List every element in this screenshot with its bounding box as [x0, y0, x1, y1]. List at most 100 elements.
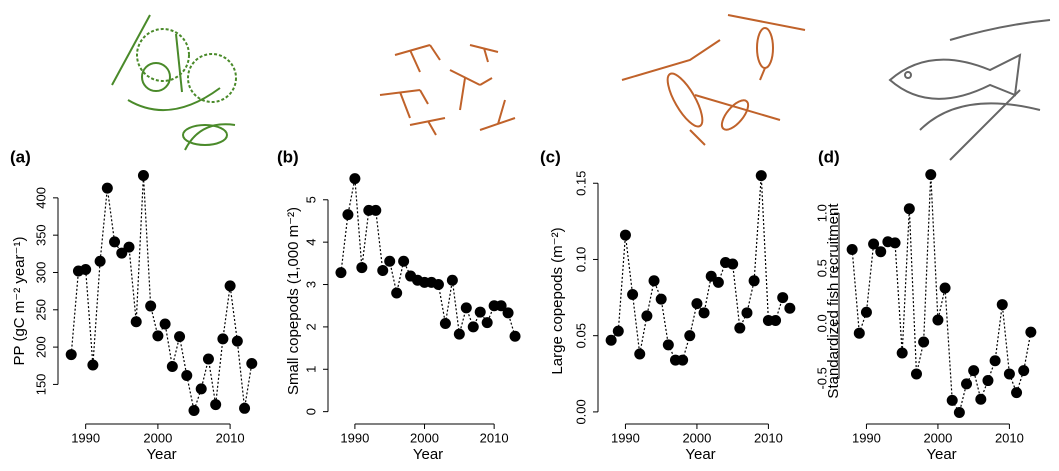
- data-point: [152, 330, 164, 342]
- x-tick-label: 2000: [682, 430, 711, 445]
- y-tick-label: 150: [33, 374, 48, 396]
- data-point: [210, 399, 222, 411]
- data-point: [474, 306, 486, 318]
- data-point: [853, 327, 865, 339]
- data-point: [174, 331, 186, 343]
- y-tick-label: 0.0: [814, 314, 829, 332]
- y-tick-label: 2: [303, 323, 318, 330]
- data-point: [748, 275, 760, 287]
- data-point: [432, 279, 444, 291]
- data-point: [453, 328, 465, 340]
- x-axis-title: Year: [146, 446, 176, 463]
- data-point: [370, 204, 382, 216]
- data-point: [634, 348, 646, 360]
- series-line: [851, 174, 1032, 415]
- data-point: [224, 280, 236, 292]
- data-point: [202, 353, 214, 365]
- data-point: [627, 289, 639, 301]
- data-point: [903, 203, 915, 215]
- data-point: [910, 368, 922, 380]
- y-tick-label: 300: [33, 262, 48, 284]
- x-tick-label: 2010: [754, 430, 783, 445]
- data-point: [605, 334, 617, 346]
- y-tick-label: 0.10: [573, 247, 588, 272]
- data-point: [123, 241, 135, 253]
- data-point: [231, 335, 243, 347]
- data-point: [982, 375, 994, 387]
- x-tick-label: 1990: [611, 430, 640, 445]
- y-axis-title: Large copepods (m⁻²): [549, 227, 566, 374]
- y-tick-label: 0.15: [573, 171, 588, 196]
- data-point: [1011, 387, 1023, 399]
- data-point: [619, 229, 631, 241]
- data-point: [195, 383, 207, 395]
- data-point: [655, 293, 667, 305]
- data-point: [939, 282, 951, 294]
- data-point: [932, 314, 944, 326]
- data-point: [502, 307, 514, 319]
- x-tick-label: 2000: [923, 430, 952, 445]
- x-axis-title: Year: [926, 446, 956, 463]
- data-point: [398, 255, 410, 267]
- data-point: [460, 302, 472, 314]
- x-tick-label: 2010: [216, 430, 245, 445]
- data-point: [989, 355, 1001, 367]
- data-point: [188, 405, 200, 417]
- data-point: [116, 247, 128, 259]
- y-tick-label: 0.5: [814, 259, 829, 277]
- data-point: [996, 299, 1008, 311]
- data-point: [698, 307, 710, 319]
- data-point: [860, 306, 872, 318]
- y-tick-label: 0.00: [573, 399, 588, 424]
- data-point: [648, 275, 660, 287]
- series-line: [340, 178, 516, 337]
- x-tick-label: 2000: [410, 430, 439, 445]
- y-tick-label: 400: [33, 187, 48, 209]
- panel-label: (d): [818, 147, 840, 166]
- data-point: [384, 255, 396, 267]
- data-point: [889, 237, 901, 249]
- data-point: [784, 302, 796, 314]
- data-point: [846, 243, 858, 255]
- data-point: [159, 318, 171, 330]
- x-tick-label: 1990: [71, 430, 100, 445]
- data-point: [342, 209, 354, 221]
- x-axis-title: Year: [685, 446, 715, 463]
- data-point: [166, 361, 178, 373]
- data-point: [677, 354, 689, 366]
- data-point: [495, 300, 507, 312]
- data-point: [953, 406, 965, 418]
- data-point: [335, 267, 347, 279]
- y-tick-label: 1: [303, 366, 318, 373]
- data-point: [439, 318, 451, 330]
- panel: (c) 0.00 0.05 0.10 0.15 Large copepods (m⁻²) 1…: [540, 147, 796, 463]
- y-tick-label: -0.5: [814, 367, 829, 389]
- series-line: [70, 175, 253, 413]
- data-point: [946, 394, 958, 406]
- y-axis-title: Standardized fish recruitment: [825, 203, 842, 399]
- data-point: [641, 310, 653, 322]
- data-point: [918, 336, 930, 348]
- x-tick-label: 1990: [852, 430, 881, 445]
- y-tick-label: 250: [33, 299, 48, 321]
- data-point: [727, 258, 739, 270]
- data-point: [109, 236, 121, 248]
- x-axis-title: Year: [413, 446, 443, 463]
- y-tick-label: 4: [303, 239, 318, 246]
- series-line: [610, 175, 791, 361]
- data-point: [181, 369, 193, 381]
- data-point: [734, 322, 746, 334]
- data-point: [741, 307, 753, 319]
- data-point: [1025, 326, 1037, 338]
- phytoplankton-illustration: [111, 14, 237, 151]
- data-point: [755, 170, 767, 182]
- data-point: [961, 378, 973, 390]
- data-point: [217, 333, 229, 345]
- data-point: [1018, 365, 1030, 377]
- y-tick-label: 5: [303, 196, 318, 203]
- data-point: [691, 298, 703, 310]
- panel-label: (c): [540, 147, 561, 166]
- y-tick-label: 1.0: [814, 204, 829, 222]
